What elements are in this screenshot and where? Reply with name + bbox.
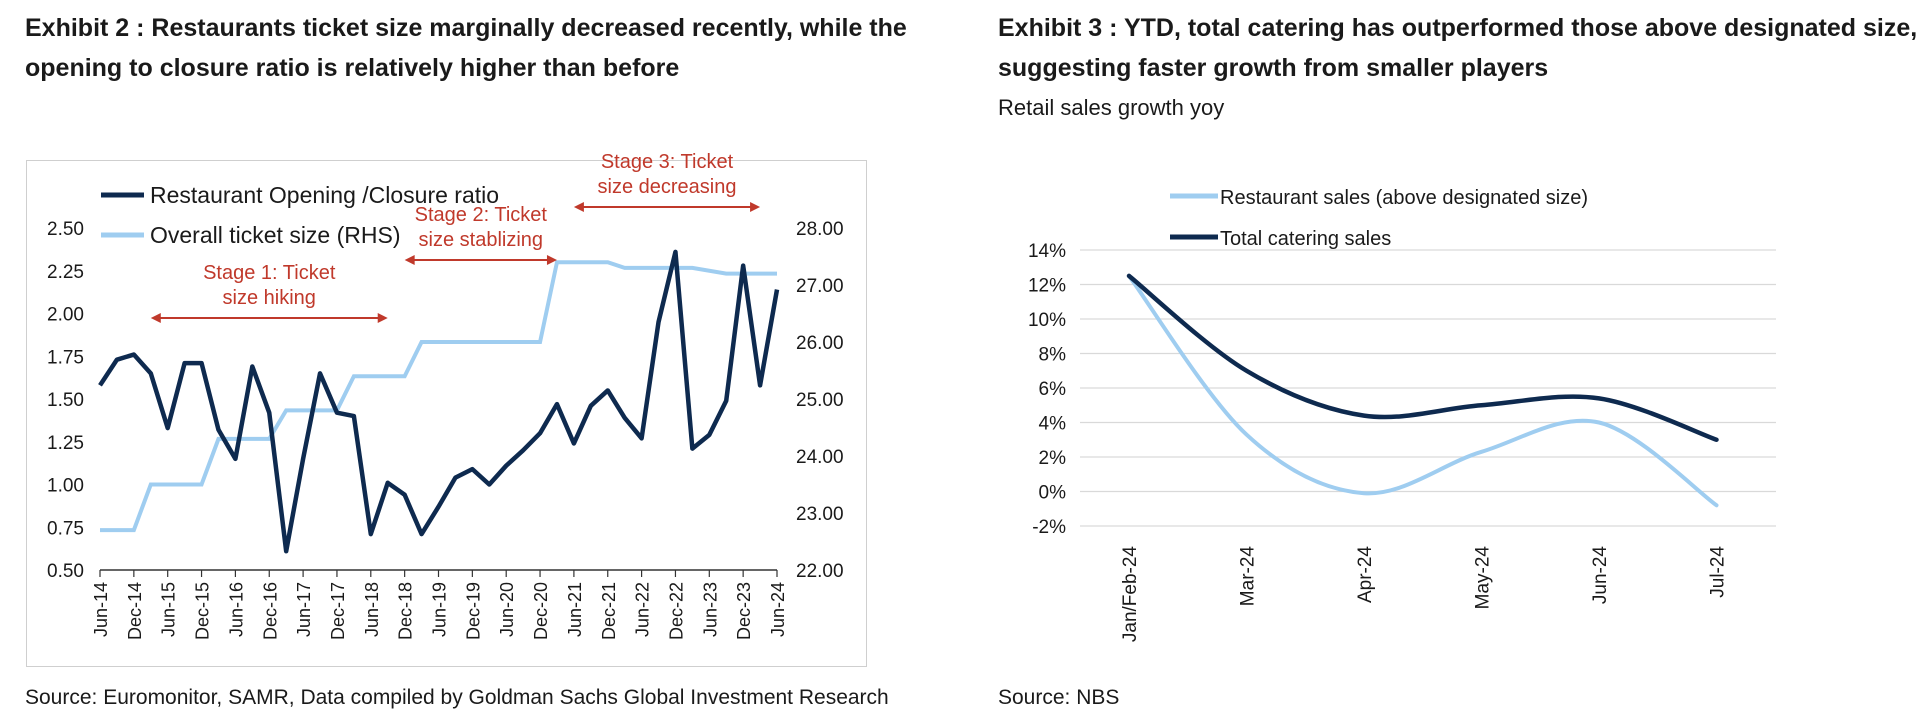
right-title-line1: Exhibit 3 : YTD, total catering has outp… [998, 14, 1918, 42]
left-x-tick-label: Jun-24 [768, 582, 788, 637]
left-y-tick-label: 1.25 [47, 433, 84, 454]
left-y-tick-label: 2.50 [47, 219, 84, 240]
annotation-label-line2: size decreasing [598, 176, 737, 198]
left-title-line1: Exhibit 2 : Restaurants ticket size marg… [25, 14, 907, 42]
right-x-tick-label: Jan/Feb-24 [1120, 546, 1141, 643]
restaurant-sales-line [1127, 273, 1719, 508]
left-x-tick-label: Dec-21 [599, 582, 619, 640]
legend-label-restaurant-sales: Restaurant sales (above designated size) [1220, 187, 1588, 209]
right-x-tick-label: May-24 [1473, 546, 1494, 610]
legend-label-ticket-size: Overall ticket size (RHS) [150, 222, 400, 248]
annotation-arrowhead-left [404, 255, 415, 265]
right-x-tick-label: Apr-24 [1355, 546, 1376, 603]
legend-label-total-catering: Total catering sales [1220, 228, 1391, 250]
annotation-label-line2: size stablizing [419, 229, 544, 251]
right-chart: -2% 0% 2% 4% 6% 8% 10% 12% 14% Jan/Feb-24 Mar-24 A… [1028, 187, 1776, 643]
left-y-tick-label: 0.50 [47, 561, 84, 582]
left-x-tick-label: Dec-15 [193, 582, 213, 640]
right-title-line2: suggesting faster growth from smaller pl… [998, 54, 1549, 82]
left-x-tick-label: Jun-19 [430, 582, 450, 637]
annotation-arrowhead-right [377, 313, 388, 323]
right-y-tick-label: 8% [1039, 345, 1067, 366]
right-y-tick-label: 22.00 [796, 561, 844, 582]
annotation-arrowhead-left [573, 202, 584, 212]
left-y-tick-label: 1.00 [47, 476, 84, 497]
left-chart-frame [26, 160, 867, 667]
left-y-tick-label: 2.25 [47, 262, 84, 283]
left-x-tick-label: Jun-17 [294, 582, 314, 637]
left-y-tick-label: 1.50 [47, 390, 84, 411]
right-subtitle: Retail sales growth yoy [998, 95, 1225, 120]
annotation-arrowhead-left [150, 313, 161, 323]
annotation-label-line1: Stage 2: Ticket [415, 204, 548, 226]
left-exhibit-title: Exhibit 2 : Restaurants ticket size marg… [25, 8, 925, 88]
annotation-label-line1: Stage 3: Ticket [601, 151, 734, 173]
annotation-arrowhead-right [750, 202, 761, 212]
left-x-tick-label: Jun-23 [700, 582, 720, 637]
right-y-tick-label: 0% [1039, 483, 1067, 504]
left-y-tick-label: 0.75 [47, 518, 84, 539]
left-y-tick-label: 1.75 [47, 347, 84, 368]
left-title-line2: opening to closure ratio is relatively h… [25, 54, 680, 82]
left-x-tick-label: Jun-16 [226, 582, 246, 637]
right-y-tick-label: 10% [1028, 310, 1066, 331]
right-source: Source: NBS [998, 686, 1120, 709]
right-y-tick-label: 24.00 [796, 447, 844, 468]
right-y-tick-label: 12% [1028, 276, 1066, 297]
right-y-tick-label: 2% [1039, 448, 1067, 469]
right-y-tick-label: 23.00 [796, 504, 844, 525]
right-y-tick-label: 6% [1039, 379, 1067, 400]
left-source: Source: Euromonitor, SAMR, Data compiled… [25, 686, 889, 709]
left-x-tick-label: Dec-17 [328, 582, 348, 640]
right-y-tick-label: 27.00 [796, 276, 844, 297]
left-x-tick-label: Jun-20 [497, 582, 517, 637]
right-y-tick-label: 4% [1039, 414, 1067, 435]
left-x-tick-label: Dec-14 [125, 582, 145, 640]
left-x-tick-label: Dec-19 [463, 582, 483, 640]
right-y-tick-label: 28.00 [796, 219, 844, 240]
right-y-tick-label: 26.00 [796, 333, 844, 354]
right-x-tick-label: Mar-24 [1238, 546, 1259, 607]
left-x-tick-label: Jun-15 [159, 582, 179, 637]
annotation-label-line2: size hiking [223, 287, 316, 309]
annotation-label-line1: Stage 1: Ticket [203, 262, 336, 284]
right-x-tick-label: Jun-24 [1590, 546, 1611, 605]
left-x-tick-label: Jun-18 [362, 582, 382, 637]
left-x-tick-label: Jun-21 [565, 582, 585, 637]
left-x-tick-label: Dec-23 [734, 582, 754, 640]
left-x-tick-label: Dec-20 [531, 582, 551, 640]
annotation-arrowhead-right [546, 255, 557, 265]
left-chart: 0.50 0.75 1.00 1.25 1.50 1.75 2.00 2.25 2.50 22.… [26, 151, 867, 667]
opening-closure-ratio-line [98, 249, 780, 554]
left-x-tick-label: Dec-16 [260, 582, 280, 640]
left-x-tick-label: Dec-22 [666, 582, 686, 640]
right-y-tick-label: -2% [1032, 517, 1066, 538]
ticket-size-line [100, 260, 777, 533]
total-catering-sales-line [1126, 273, 1719, 442]
right-exhibit-title: Exhibit 3 : YTD, total catering has outp… [998, 8, 1924, 88]
legend-label-opening-closure: Restaurant Opening /Closure ratio [150, 182, 499, 208]
left-x-tick-label: Jun-14 [91, 582, 111, 637]
right-y-tick-label: 25.00 [796, 390, 844, 411]
left-x-tick-label: Jun-22 [633, 582, 653, 637]
right-x-tick-label: Jul-24 [1708, 546, 1729, 598]
left-x-tick-label: Dec-18 [396, 582, 416, 640]
right-y-tick-label: 14% [1028, 241, 1066, 262]
left-y-tick-label: 2.00 [47, 305, 84, 326]
